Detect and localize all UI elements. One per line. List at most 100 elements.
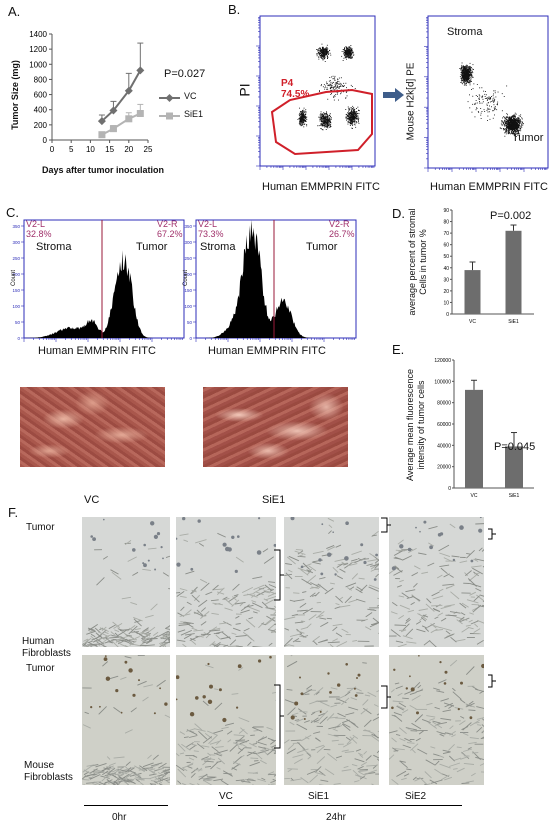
cell — [237, 747, 246, 755]
cell — [433, 625, 441, 629]
cell — [427, 721, 437, 729]
cell — [144, 644, 155, 647]
cytometry-event — [465, 67, 466, 69]
cytometry-event — [503, 123, 505, 125]
cell — [89, 768, 98, 774]
cell — [439, 552, 451, 558]
cell — [445, 630, 451, 635]
cell — [166, 779, 170, 781]
cytometry-event — [501, 93, 503, 95]
cytometry-event — [506, 120, 508, 121]
cytometry-event — [300, 124, 302, 126]
cytometry-event — [355, 116, 357, 117]
cytometry-event — [505, 122, 507, 124]
cytometry-event — [304, 115, 306, 117]
cytometry-event — [323, 57, 325, 59]
cytometry-event — [466, 82, 468, 83]
cell — [118, 628, 125, 631]
cytometry-event — [518, 119, 520, 121]
cytometry-event — [463, 74, 465, 76]
cell — [401, 777, 407, 781]
cytometry-event — [508, 129, 509, 131]
cytometry-event — [475, 100, 477, 101]
cytometry-event — [521, 126, 523, 128]
cell — [287, 768, 298, 770]
cell — [216, 749, 228, 754]
cytometry-event — [323, 52, 325, 54]
cell — [286, 660, 298, 668]
cytometry-event — [514, 127, 516, 129]
cytometry-event — [325, 50, 327, 52]
cytometry-event — [334, 82, 336, 84]
cytometry-event — [304, 112, 306, 113]
cell — [363, 750, 368, 755]
cell — [393, 750, 399, 752]
cytometry-event — [350, 53, 352, 54]
cell — [191, 594, 200, 603]
cytometry-event — [329, 50, 330, 51]
cytometry-event — [351, 123, 353, 124]
cell — [477, 724, 482, 726]
cell — [284, 573, 292, 577]
cell — [263, 598, 269, 602]
cell — [190, 772, 196, 778]
cytometry-event — [515, 120, 517, 122]
cell — [451, 555, 460, 558]
cytometry-event — [347, 120, 349, 122]
panel-b-stroma-label: Stroma — [447, 26, 483, 38]
cytometry-event — [511, 120, 513, 122]
cytometry-event — [349, 114, 350, 116]
cytometry-event — [325, 51, 326, 52]
cytometry-event — [320, 115, 322, 117]
cell — [188, 757, 195, 761]
cytometry-event — [492, 100, 494, 101]
a-ytick-label: 1200 — [29, 45, 47, 54]
cell — [476, 706, 484, 709]
cell — [300, 620, 306, 623]
cytometry-event — [329, 122, 331, 124]
cytometry-event — [321, 51, 322, 53]
cytometry-event — [466, 70, 467, 72]
cytometry-event — [328, 124, 330, 126]
cytometry-event — [349, 51, 351, 53]
cell — [327, 546, 336, 551]
cell — [157, 772, 166, 777]
cell — [153, 712, 156, 715]
cytometry-event — [464, 66, 465, 68]
cell — [440, 605, 452, 610]
cytometry-event — [323, 112, 325, 114]
cytometry-event — [513, 119, 515, 120]
cell — [345, 582, 357, 588]
cytometry-event — [299, 121, 301, 123]
cell — [134, 636, 140, 640]
ytick-label: 90 — [443, 208, 449, 214]
cytometry-event — [517, 131, 519, 133]
cytometry-event — [348, 48, 350, 50]
cell — [261, 623, 267, 626]
cell — [229, 743, 239, 752]
cytometry-event — [464, 67, 466, 69]
cell — [366, 563, 373, 566]
cytometry-event — [346, 53, 348, 54]
cell — [444, 604, 455, 607]
cytometry-event — [497, 103, 498, 105]
cytometry-event — [300, 125, 302, 127]
cytometry-event — [511, 130, 513, 131]
cytometry-event — [347, 52, 349, 53]
cell — [297, 748, 309, 754]
cell — [255, 741, 267, 746]
cytometry-event — [324, 55, 326, 57]
cytometry-event — [324, 49, 326, 51]
cell — [437, 612, 444, 616]
cytometry-event — [516, 121, 518, 123]
cytometry-event — [328, 120, 330, 121]
cell — [207, 752, 211, 756]
cytometry-event — [494, 92, 496, 94]
cell — [411, 572, 419, 577]
cytometry-event — [326, 111, 327, 113]
cell — [308, 565, 317, 572]
cytometry-event — [499, 127, 501, 129]
cytometry-event — [300, 118, 302, 119]
cytometry-event — [469, 74, 471, 76]
